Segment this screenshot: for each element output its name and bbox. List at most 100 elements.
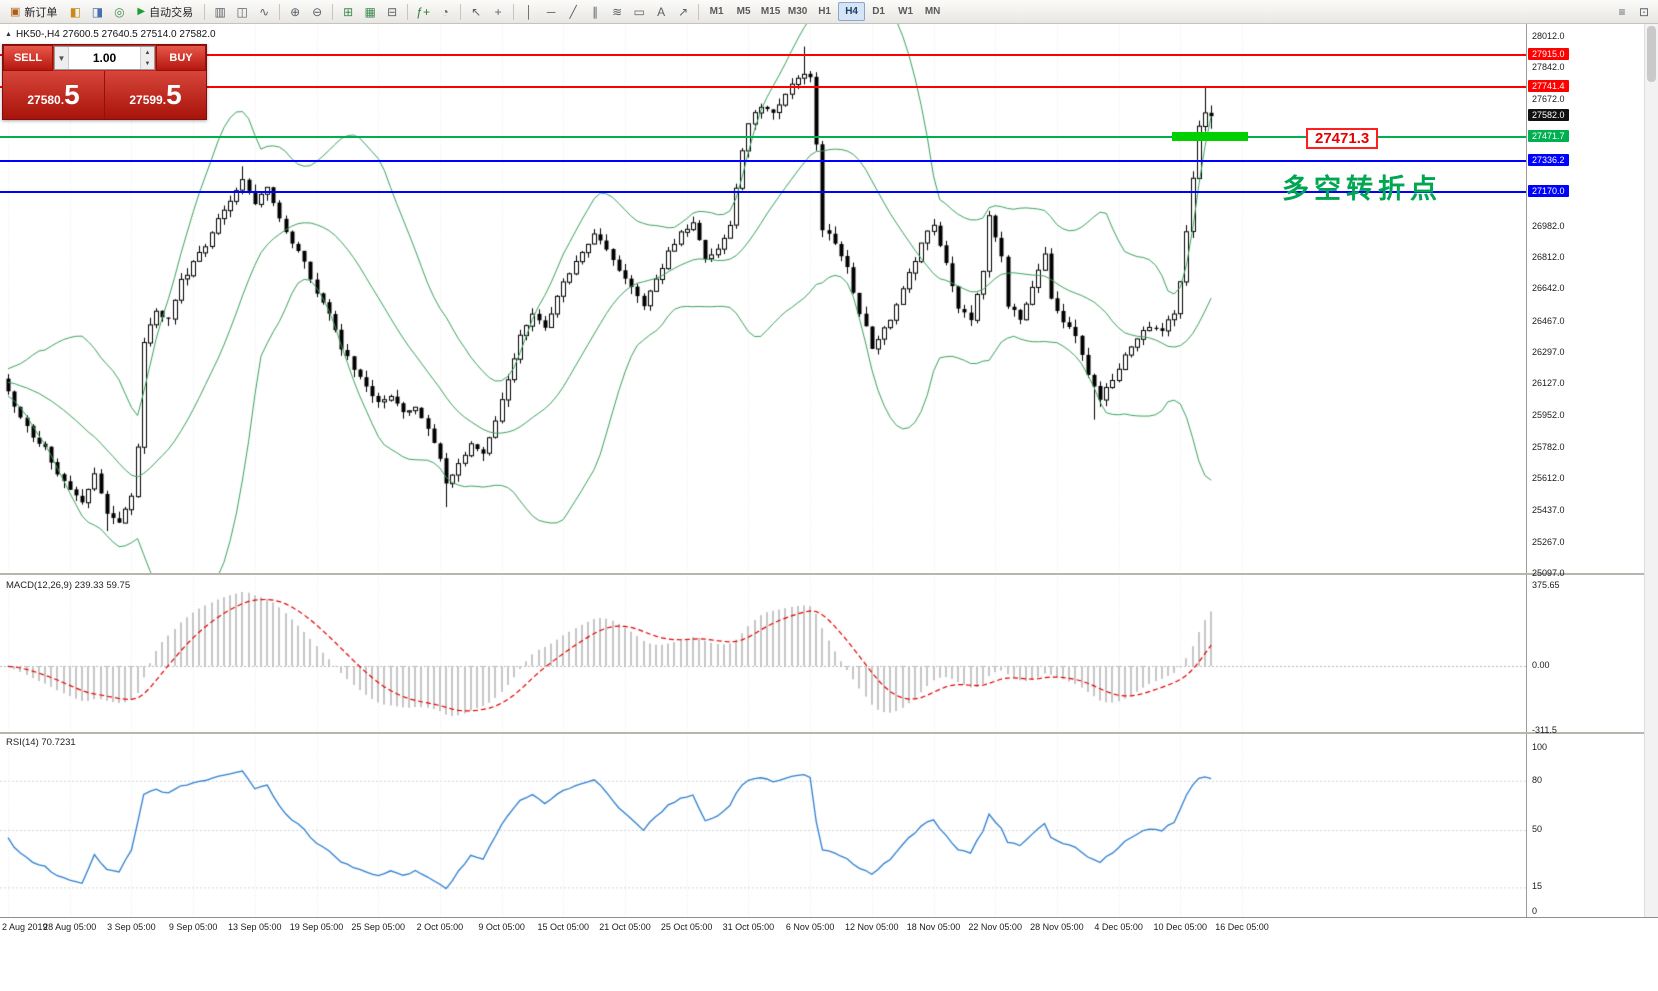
toolbar-separator (204, 3, 206, 20)
horizontal-line-27336.2[interactable] (0, 160, 1526, 163)
volume-control: ▼ ▲ ▼ (54, 46, 155, 70)
price-tick: 25782.0 (1532, 441, 1565, 452)
one-click-panel-toggle-icon[interactable]: ▲ (5, 31, 12, 38)
buy-button[interactable]: BUY (156, 45, 206, 71)
horizontal-line-27915[interactable] (0, 53, 1526, 56)
volume-increase-button[interactable]: ▲ (141, 47, 154, 58)
time-label: 22 Nov 05:00 (968, 922, 1022, 932)
price-badge-27741.4: 27741.4 (1528, 79, 1569, 92)
timeframe-m1[interactable]: M1 (709, 6, 724, 17)
trendline-icon[interactable]: ╱ (569, 4, 577, 19)
data-window-icon[interactable]: ◨ (91, 4, 104, 19)
time-label: 16 Dec 05:00 (1215, 922, 1269, 932)
fibonacci-retracement-icon[interactable]: ≋ (612, 4, 623, 19)
popup-prices-icon[interactable]: ⊡ (1638, 4, 1650, 19)
depth-of-market-icon[interactable]: ≡ (1618, 4, 1626, 19)
timeframe-m5[interactable]: M5 (736, 6, 751, 17)
timeframe-w1[interactable]: W1 (898, 6, 914, 17)
zoom-in-icon[interactable]: ⊕ (290, 4, 301, 19)
volume-decrease-button[interactable]: ▼ (141, 58, 154, 69)
scrollbar-thumb[interactable] (1647, 26, 1656, 82)
rsi-axis-label: 0 (1532, 906, 1538, 916)
buy-price-display[interactable]: 27599. 5 (104, 71, 206, 119)
timeframe-mn[interactable]: MN (924, 6, 941, 17)
horizontal-line-27471.7[interactable] (0, 135, 1526, 138)
time-label: 3 Sep 05:00 (107, 922, 156, 932)
volume-input[interactable] (69, 47, 140, 69)
rsi-axis-label: 15 (1532, 881, 1543, 892)
new-order-button[interactable]: ▣ 新订单 (3, 2, 64, 22)
horizontal-line-27741.4[interactable] (0, 85, 1526, 88)
track-chart-icon[interactable]: ⊟ (387, 4, 398, 19)
macd-panel-canvas[interactable] (0, 574, 1658, 733)
new-order-icon: ▣ (10, 6, 21, 18)
autotrading-button[interactable]: ▶ 自动交易 (130, 2, 200, 22)
equidistant-channel-icon[interactable]: ∥ (592, 4, 599, 19)
volume-dropdown-icon[interactable]: ▼ (55, 47, 69, 69)
sell-price-display[interactable]: 27580. 5 (3, 71, 104, 119)
line-chart-icon[interactable]: ∿ (259, 4, 270, 19)
time-label: 25 Sep 05:00 (351, 922, 405, 932)
timeframe-h4[interactable]: H4 (838, 2, 866, 21)
vertical-scrollbar[interactable] (1644, 24, 1658, 917)
bar-chart-icon[interactable]: ▥ (214, 4, 226, 19)
shapes-icon[interactable]: ▭ (633, 4, 645, 19)
navigator-icon[interactable]: ◎ (114, 4, 125, 19)
timeframe-m30[interactable]: M30 (787, 6, 808, 17)
volume-spinner: ▲ ▼ (140, 47, 154, 69)
auto-arrange-icon[interactable]: ▦ (364, 4, 376, 19)
rsi-indicator-label: RSI(14) 70.7231 (6, 737, 76, 748)
arrow-objects-icon[interactable]: ↗ (678, 4, 689, 19)
timeframe-h1[interactable]: H1 (818, 6, 831, 17)
main-chart-canvas[interactable] (0, 24, 1658, 574)
tile-windows-icon[interactable]: ⊞ (343, 4, 354, 19)
vertical-line-icon[interactable]: │ (525, 4, 533, 19)
sell-price-big-digit: 5 (64, 79, 80, 110)
text-label-icon[interactable]: A (657, 4, 666, 19)
horizontal-line-icon[interactable]: ─ (546, 4, 556, 19)
autotrading-label: 自动交易 (149, 6, 194, 19)
cursor-icon[interactable]: ↖ (471, 4, 482, 19)
autotrading-play-icon: ▶ (137, 6, 146, 17)
rsi-axis-label: 50 (1532, 824, 1543, 834)
time-label: 2 Aug 2019 (2, 922, 48, 932)
price-axis-border (1526, 24, 1527, 917)
sell-button[interactable]: SELL (3, 45, 53, 71)
price-tick: 26297.0 (1532, 346, 1565, 357)
toolbar-right-group: ≡ ⊡ (1611, 2, 1655, 22)
crosshair-icon[interactable]: + (494, 4, 502, 19)
timeframe-list-icon[interactable]: ◔ (441, 4, 449, 19)
rsi-panel-canvas[interactable] (0, 733, 1658, 917)
time-label: 19 Sep 05:00 (289, 922, 344, 932)
rsi-panel-separator[interactable] (0, 732, 1658, 734)
indicators-icon[interactable]: ƒ+ (416, 4, 430, 19)
price-tick: 25097.0 (1532, 568, 1565, 578)
price-axis[interactable]: 28012.0 27842.0 27672.0 26982.0 26812.0 26642… (1528, 24, 1640, 917)
chart-objects-overlay (0, 24, 1658, 917)
sell-price-main: 27580. (27, 93, 65, 107)
time-axis[interactable]: 2 Aug 2019 28 Aug 05:00 3 Sep 05:00 9 Sep 0… (0, 917, 1658, 991)
timeframe-d1[interactable]: D1 (872, 6, 885, 17)
market-watch-icon[interactable]: ◧ (69, 4, 82, 19)
annotation-text-object[interactable]: 多空转折点 (1282, 174, 1442, 205)
window-icons-group: ◧ ◨ ◎ (64, 2, 130, 22)
price-badge-27915.0: 27915.0 (1528, 47, 1569, 60)
macd-panel-separator[interactable] (0, 573, 1658, 575)
timeframe-m15[interactable]: M15 (760, 6, 781, 17)
toolbar-separator (513, 3, 515, 20)
time-label: 18 Nov 05:00 (906, 922, 961, 932)
chart-tools-group: ▥ ◫ ∿ ⊕ ⊖ ⊞ ▦ ⊟ ƒ+ ◔ ↖ + │ ─ ╱ ∥ ≋ ▭ A ↗ (200, 2, 694, 22)
buy-price-main: 27599. (129, 93, 167, 107)
horizontal-line-27170[interactable] (0, 191, 1526, 194)
macd-indicator-label: MACD(12,26,9) 239.33 59.75 (6, 580, 131, 591)
price-tick: 26642.0 (1532, 283, 1565, 294)
buy-price-big-digit: 5 (166, 79, 182, 110)
price-tick: 28012.0 (1532, 31, 1565, 41)
time-label: 31 Oct 05:00 (722, 922, 775, 932)
timeframes-group: M1 M5 M15 M30 H1 H4 D1 W1 MN (703, 2, 946, 21)
zoom-out-icon[interactable]: ⊖ (312, 4, 323, 19)
trendline-highlight-segment[interactable] (1172, 132, 1248, 142)
price-label-object[interactable]: 27471.3 (1306, 128, 1379, 149)
symbol-info: ▲ HK50-,H4 27600.5 27640.5 27514.0 27582… (5, 29, 216, 40)
candlestick-chart-icon[interactable]: ◫ (236, 4, 248, 19)
